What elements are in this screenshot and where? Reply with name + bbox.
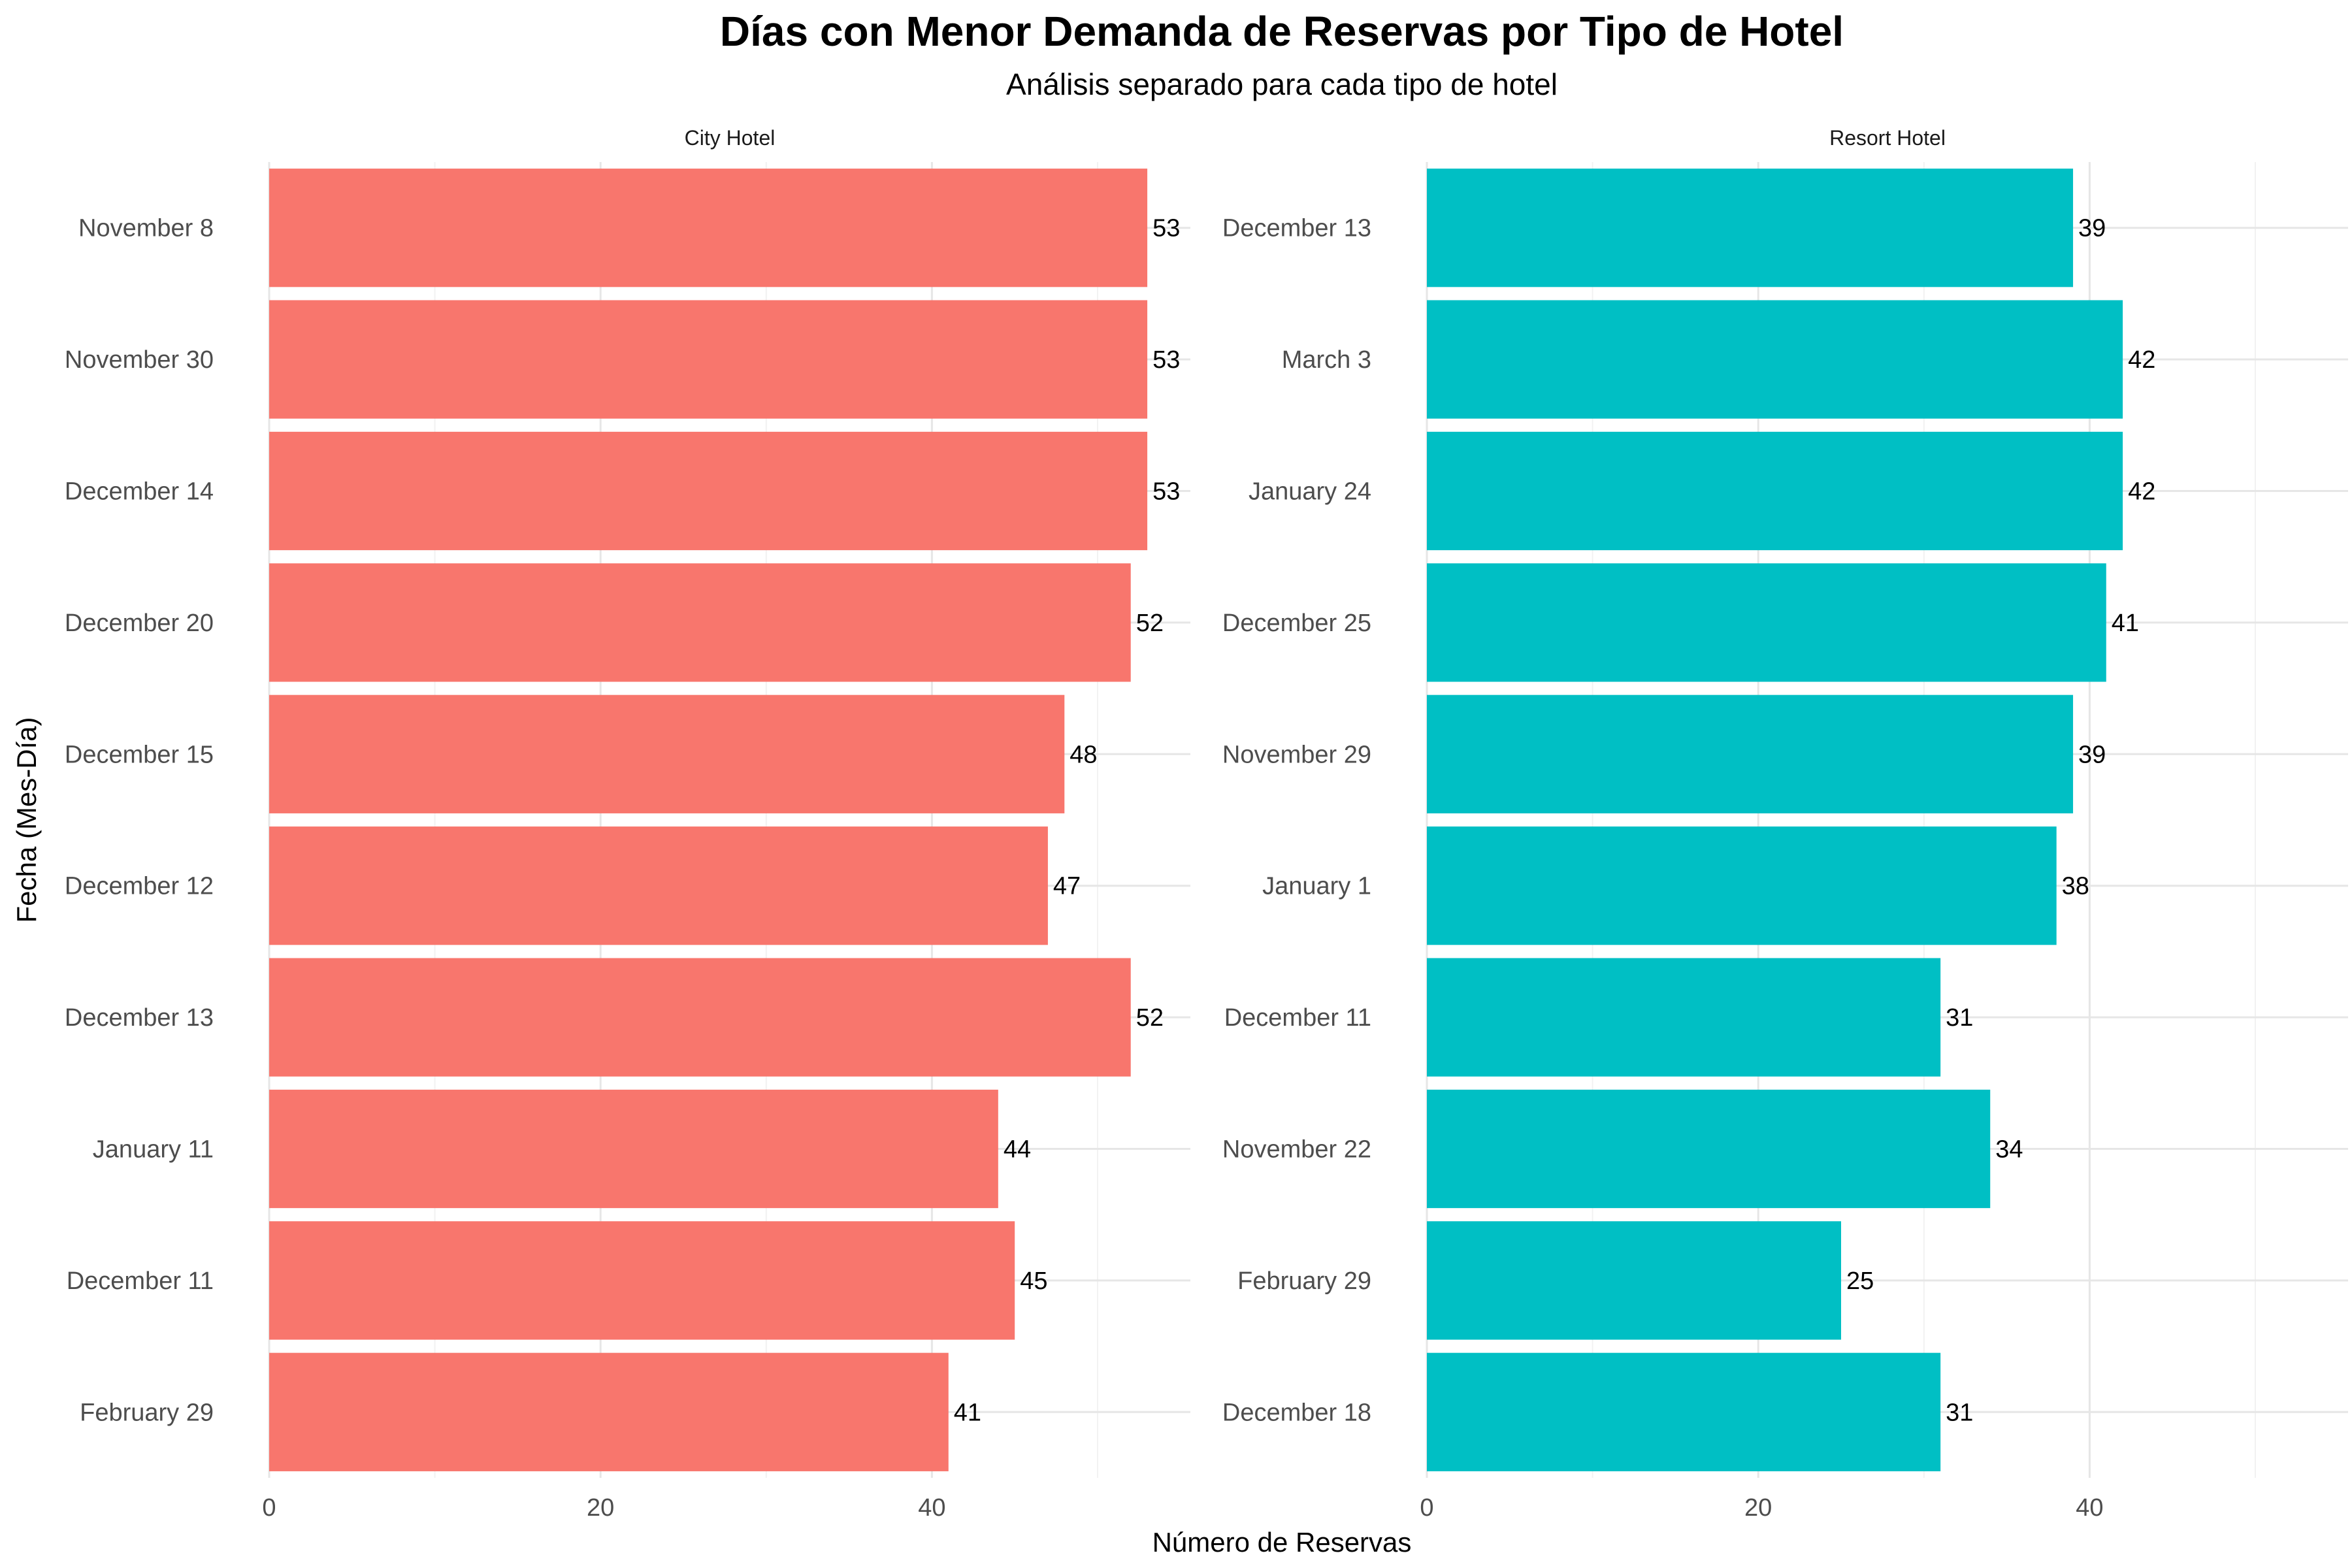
bar-value-label: 31 (1946, 1399, 1973, 1426)
bar-value-label: 39 (2078, 215, 2106, 242)
bar (269, 1089, 998, 1209)
bar-value-label: 52 (1136, 1004, 1164, 1032)
facet-city-hotel: City Hotel 53 November 8 53 November 30 53 Dec… (65, 126, 1190, 1522)
bar (269, 826, 1048, 945)
x-tick-label: 0 (262, 1494, 276, 1522)
bar (1427, 826, 2057, 945)
bar-value-label: 45 (1020, 1267, 1047, 1295)
facet-panels: City Hotel 53 November 8 53 November 30 53 Dec… (65, 126, 2348, 1522)
y-tick-label: January 11 (93, 1136, 214, 1164)
bar-value-label: 42 (2128, 478, 2155, 506)
bar (269, 169, 1148, 287)
bar (1427, 1089, 1991, 1209)
bar (1427, 300, 2123, 419)
bar-value-label: 38 (2062, 873, 2089, 900)
bar (1427, 431, 2123, 551)
bar-value-label: 47 (1053, 873, 1081, 900)
y-tick-label: December 15 (65, 741, 214, 768)
y-tick-label: December 18 (1222, 1399, 1371, 1426)
bar-value-label: 53 (1152, 215, 1180, 242)
y-tick-label: February 29 (1237, 1267, 1371, 1295)
bar (1427, 1352, 1941, 1471)
bar (1427, 694, 2074, 813)
bar (1427, 1221, 1841, 1340)
bar-value-label: 42 (2128, 346, 2155, 374)
chart-title: Días con Menor Demanda de Reservas por T… (720, 8, 1844, 55)
bar (269, 694, 1065, 813)
y-tick-label: November 29 (1222, 741, 1371, 768)
y-tick-label: November 30 (65, 346, 214, 374)
y-axis-title: Fecha (Mes-Día) (11, 717, 42, 923)
y-tick-label: November 8 (78, 215, 214, 242)
y-tick-label: March 3 (1282, 346, 1371, 374)
bar (269, 563, 1131, 682)
bar (269, 300, 1148, 419)
x-tick-label: 20 (587, 1494, 614, 1522)
bar (269, 1352, 949, 1471)
bar-value-label: 41 (2112, 610, 2139, 637)
facet-strip-label: City Hotel (685, 126, 776, 150)
bar-value-label: 25 (1846, 1267, 1874, 1295)
y-tick-label: February 29 (80, 1399, 214, 1426)
bar-value-label: 53 (1152, 346, 1180, 374)
y-tick-label: December 25 (1222, 610, 1371, 637)
facet-strip-label: Resort Hotel (1829, 126, 1946, 150)
facet-resort-hotel: Resort Hotel 39 December 13 42 March 3 42 Janu… (1222, 126, 2348, 1522)
bar-value-label: 31 (1946, 1004, 1973, 1032)
bar (269, 958, 1131, 1077)
bar-value-label: 48 (1070, 741, 1097, 768)
y-tick-label: December 12 (65, 873, 214, 900)
x-axis-title: Número de Reservas (1152, 1527, 1412, 1558)
bar-value-label: 52 (1136, 610, 1164, 637)
y-tick-label: December 13 (65, 1004, 214, 1032)
bar (1427, 563, 2106, 682)
y-tick-label: January 1 (1262, 873, 1371, 900)
y-tick-label: December 11 (67, 1267, 214, 1295)
y-tick-label: November 22 (1222, 1136, 1371, 1164)
bar-value-label: 39 (2078, 741, 2106, 768)
bar (1427, 958, 1941, 1077)
y-tick-label: December 14 (65, 478, 214, 506)
y-tick-label: December 13 (1222, 215, 1371, 242)
x-tick-label: 40 (918, 1494, 945, 1522)
x-tick-label: 40 (2076, 1494, 2103, 1522)
bar-value-label: 44 (1004, 1136, 1031, 1164)
bar (269, 1221, 1015, 1340)
y-tick-label: December 20 (65, 610, 214, 637)
y-tick-label: December 11 (1224, 1004, 1371, 1032)
bar (1427, 169, 2074, 287)
chart-subtitle: Análisis separado para cada tipo de hote… (1006, 67, 1558, 101)
bar-value-label: 34 (1995, 1136, 2023, 1164)
x-tick-label: 0 (1420, 1494, 1433, 1522)
x-tick-label: 20 (1744, 1494, 1772, 1522)
bar (269, 431, 1148, 551)
bar-value-label: 41 (954, 1399, 981, 1426)
y-tick-label: January 24 (1249, 478, 1371, 506)
bar-value-label: 53 (1152, 478, 1180, 506)
